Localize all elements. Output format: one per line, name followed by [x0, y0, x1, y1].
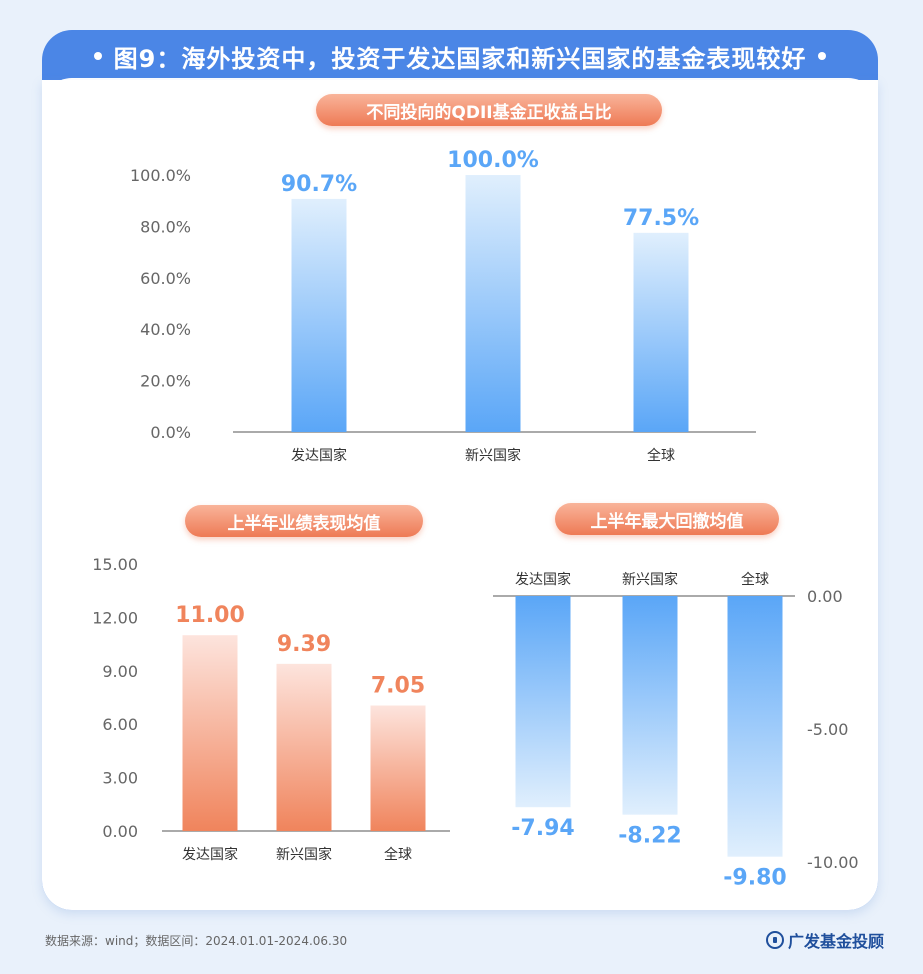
brand-logo: 广发基金投顾: [766, 928, 884, 952]
chart1-value-label: 90.7%: [281, 172, 357, 197]
data-source: 数据来源：wind；数据区间：2024.01.01-2024.06.30: [45, 934, 348, 948]
chart3-category-label: 新兴国家: [622, 571, 678, 588]
brand-icon: [766, 931, 784, 949]
chart1-y-tick: 0.0%: [150, 423, 191, 442]
chart1-bar: [633, 232, 689, 432]
chart3-title: 上半年最大回撤均值: [555, 503, 779, 535]
chart1-y-tick: 80.0%: [140, 217, 191, 236]
chart1-category-label: 发达国家: [291, 447, 347, 464]
chart3-y-tick: 0.00: [807, 587, 843, 606]
title-dot-left: [93, 52, 102, 60]
chart2-value-label: 11.00: [175, 603, 245, 628]
chart1-value-label: 77.5%: [623, 206, 699, 231]
chart1-category-label: 新兴国家: [465, 447, 521, 464]
chart2-bar: [182, 635, 238, 831]
chart1-y-tick: 20.0%: [140, 372, 191, 391]
chart1-bar: [291, 198, 347, 432]
chart3-bar: [622, 596, 678, 815]
chart1-y-tick: 60.0%: [140, 269, 191, 288]
title-dot-right: [818, 52, 827, 60]
chart2-y-tick: 6.00: [102, 715, 138, 734]
chart3-category-label: 发达国家: [515, 571, 571, 588]
chart2-y-tick: 9.00: [102, 662, 138, 681]
chart3-bar: [515, 596, 571, 808]
chart3-value-label: -8.22: [618, 824, 681, 849]
chart2-value-label: 9.39: [277, 632, 331, 657]
chart1-y-tick: 100.0%: [130, 166, 191, 185]
chart1-title: 不同投向的QDII基金正收益占比: [316, 94, 662, 126]
chart2-bar: [370, 705, 426, 831]
chart1-y-tick: 40.0%: [140, 320, 191, 339]
chart3-value-label: -9.80: [723, 866, 786, 891]
chart1-bar: [465, 175, 521, 432]
chart3-y-tick: -5.00: [807, 720, 848, 739]
chart2-value-label: 7.05: [371, 674, 425, 699]
figure-title-text: 图9：海外投资中，投资于发达国家和新兴国家的基金表现较好: [113, 44, 807, 73]
chart3-y-tick: -10.00: [807, 853, 859, 872]
chart2-bar: [276, 663, 332, 831]
chart2-y-tick: 12.00: [92, 608, 138, 627]
chart2-y-tick: 15.00: [92, 555, 138, 574]
chart2-title: 上半年业绩表现均值: [185, 505, 423, 537]
brand-name: 广发基金投顾: [788, 932, 885, 951]
chart2-y-tick: 3.00: [102, 769, 138, 788]
chart1-category-label: 全球: [647, 447, 675, 464]
chart2-category-label: 新兴国家: [276, 846, 332, 863]
chart3-category-label: 全球: [741, 571, 769, 588]
chart1-value-label: 100.0%: [447, 148, 539, 173]
figure-title: 图9：海外投资中，投资于发达国家和新兴国家的基金表现较好: [42, 30, 878, 82]
chart2-y-tick: 0.00: [102, 822, 138, 841]
chart3-bar: [727, 596, 783, 857]
chart3-value-label: -7.94: [511, 816, 574, 841]
chart2-category-label: 发达国家: [182, 846, 238, 863]
chart2-category-label: 全球: [384, 846, 412, 863]
